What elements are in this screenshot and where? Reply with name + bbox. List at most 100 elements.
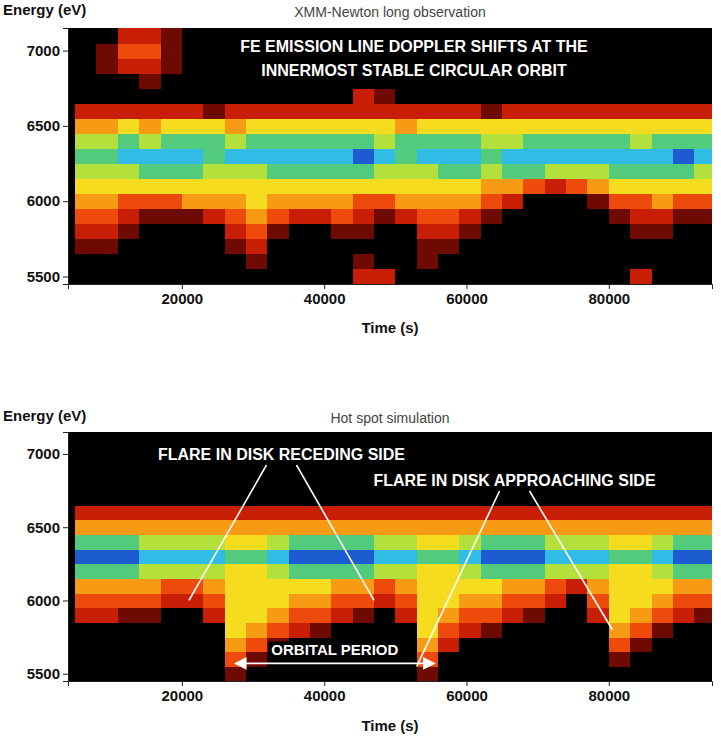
heatmap-cell — [417, 520, 439, 535]
heatmap-cell — [609, 224, 631, 240]
heatmap-cell — [161, 148, 183, 164]
heatmap-cell — [96, 637, 118, 652]
heatmap-cell — [566, 269, 588, 284]
heatmap-cell — [203, 164, 225, 180]
heatmap-cell — [630, 133, 652, 149]
heatmap-cell — [139, 239, 161, 255]
annotations: FE EMISSION LINE DOPPLER SHIFTS AT THEIN… — [240, 38, 588, 79]
heatmap-cell — [609, 254, 631, 270]
heatmap-cell — [587, 622, 609, 637]
heatmap-cell — [481, 447, 503, 462]
heatmap-cell — [75, 491, 97, 506]
heatmap-cell — [673, 148, 695, 164]
heatmap-cell — [630, 491, 652, 506]
heatmap-cell — [374, 666, 396, 681]
heatmap-cell — [139, 608, 161, 623]
heatmap-cell — [161, 608, 183, 623]
heatmap-cell — [353, 254, 375, 270]
heatmap-cell — [502, 239, 524, 255]
period-arrow — [235, 663, 434, 665]
heatmap-cell — [694, 432, 712, 447]
heatmap-cell — [609, 622, 631, 637]
heatmap-cell — [139, 652, 161, 667]
heatmap-cell — [118, 73, 140, 89]
heatmap-cell — [331, 666, 353, 681]
y-tick-label: 7000 — [27, 42, 60, 59]
heatmap-cell — [139, 73, 161, 89]
heatmap-cell — [545, 239, 567, 255]
annotation-text: INNERMOST STABLE CIRCULAR ORBIT — [261, 62, 567, 79]
heatmap-cell — [630, 73, 652, 89]
heatmap-cell — [96, 549, 118, 564]
heatmap-cell — [438, 179, 460, 195]
heatmap-cell — [267, 564, 289, 579]
y-tick: 7000 — [27, 445, 68, 462]
y-axis: 5500600065007000 — [27, 433, 69, 682]
heatmap-cell — [481, 432, 503, 447]
heatmap-cell — [587, 118, 609, 134]
heatmap-cell — [182, 666, 204, 681]
heatmap-cell — [118, 28, 140, 44]
heatmap-cell — [267, 520, 289, 535]
heatmap-cell — [395, 578, 417, 593]
heatmap-cell — [438, 491, 460, 506]
heatmap-cell — [96, 520, 118, 535]
heatmap-cell — [310, 535, 332, 550]
heatmap-cell — [331, 209, 353, 225]
heatmap-cell — [139, 549, 161, 564]
heatmap-cell — [353, 179, 375, 195]
heatmap-cell — [481, 666, 503, 681]
heatmap-cell — [96, 447, 118, 462]
heatmap-cell — [161, 28, 183, 44]
heatmap-cell — [182, 520, 204, 535]
x-tick-label: 80000 — [588, 687, 630, 704]
heatmap-cell — [481, 549, 503, 564]
heatmap-cell — [587, 58, 609, 74]
heatmap-cell — [353, 194, 375, 210]
heatmap-cell — [161, 637, 183, 652]
heatmap-cell — [203, 520, 225, 535]
heatmap-cell — [502, 447, 524, 462]
heatmap-cell — [310, 593, 332, 608]
heatmap-cell — [395, 666, 417, 681]
heatmap-cell — [545, 148, 567, 164]
heatmap-cell — [459, 652, 481, 667]
heatmap-cell — [459, 164, 481, 180]
heatmap-cell — [481, 652, 503, 667]
heatmap-cell — [96, 58, 118, 74]
heatmap-cell — [96, 133, 118, 149]
heatmap-cell — [182, 133, 204, 149]
heatmap-cell — [523, 179, 545, 195]
heatmap-cell — [545, 447, 567, 462]
y-tick-mark — [63, 126, 68, 127]
heatmap-cell — [523, 432, 545, 447]
heatmap-cell — [673, 491, 695, 506]
annotation-text: ORBITAL PERIOD — [271, 641, 398, 658]
heatmap-cell — [694, 28, 712, 44]
heatmap-cell — [630, 432, 652, 447]
heatmap-cell — [139, 28, 161, 44]
heatmap-cell — [630, 593, 652, 608]
heatmap-cell — [139, 461, 161, 476]
heatmap-cell — [694, 578, 712, 593]
heatmap-cell — [417, 578, 439, 593]
heatmap-cell — [481, 535, 503, 550]
heatmap-cell — [96, 164, 118, 180]
heatmap-cell — [353, 209, 375, 225]
heatmap-cell — [118, 148, 140, 164]
heatmap-cell — [673, 535, 695, 550]
heatmap-cell — [673, 593, 695, 608]
heatmap-cell — [267, 209, 289, 225]
heatmap-cell — [694, 269, 712, 284]
heatmap-cell — [587, 148, 609, 164]
heatmap-cell — [395, 564, 417, 579]
heatmap-cell — [374, 593, 396, 608]
heatmap-cell — [289, 432, 311, 447]
heatmap-cell — [438, 239, 460, 255]
heatmap-cell — [75, 28, 97, 44]
heatmap-cell — [96, 593, 118, 608]
x-tick: 80000 — [588, 284, 630, 307]
heatmap-cell — [374, 164, 396, 180]
heatmap-cell — [545, 652, 567, 667]
heatmap-cell — [694, 133, 712, 149]
